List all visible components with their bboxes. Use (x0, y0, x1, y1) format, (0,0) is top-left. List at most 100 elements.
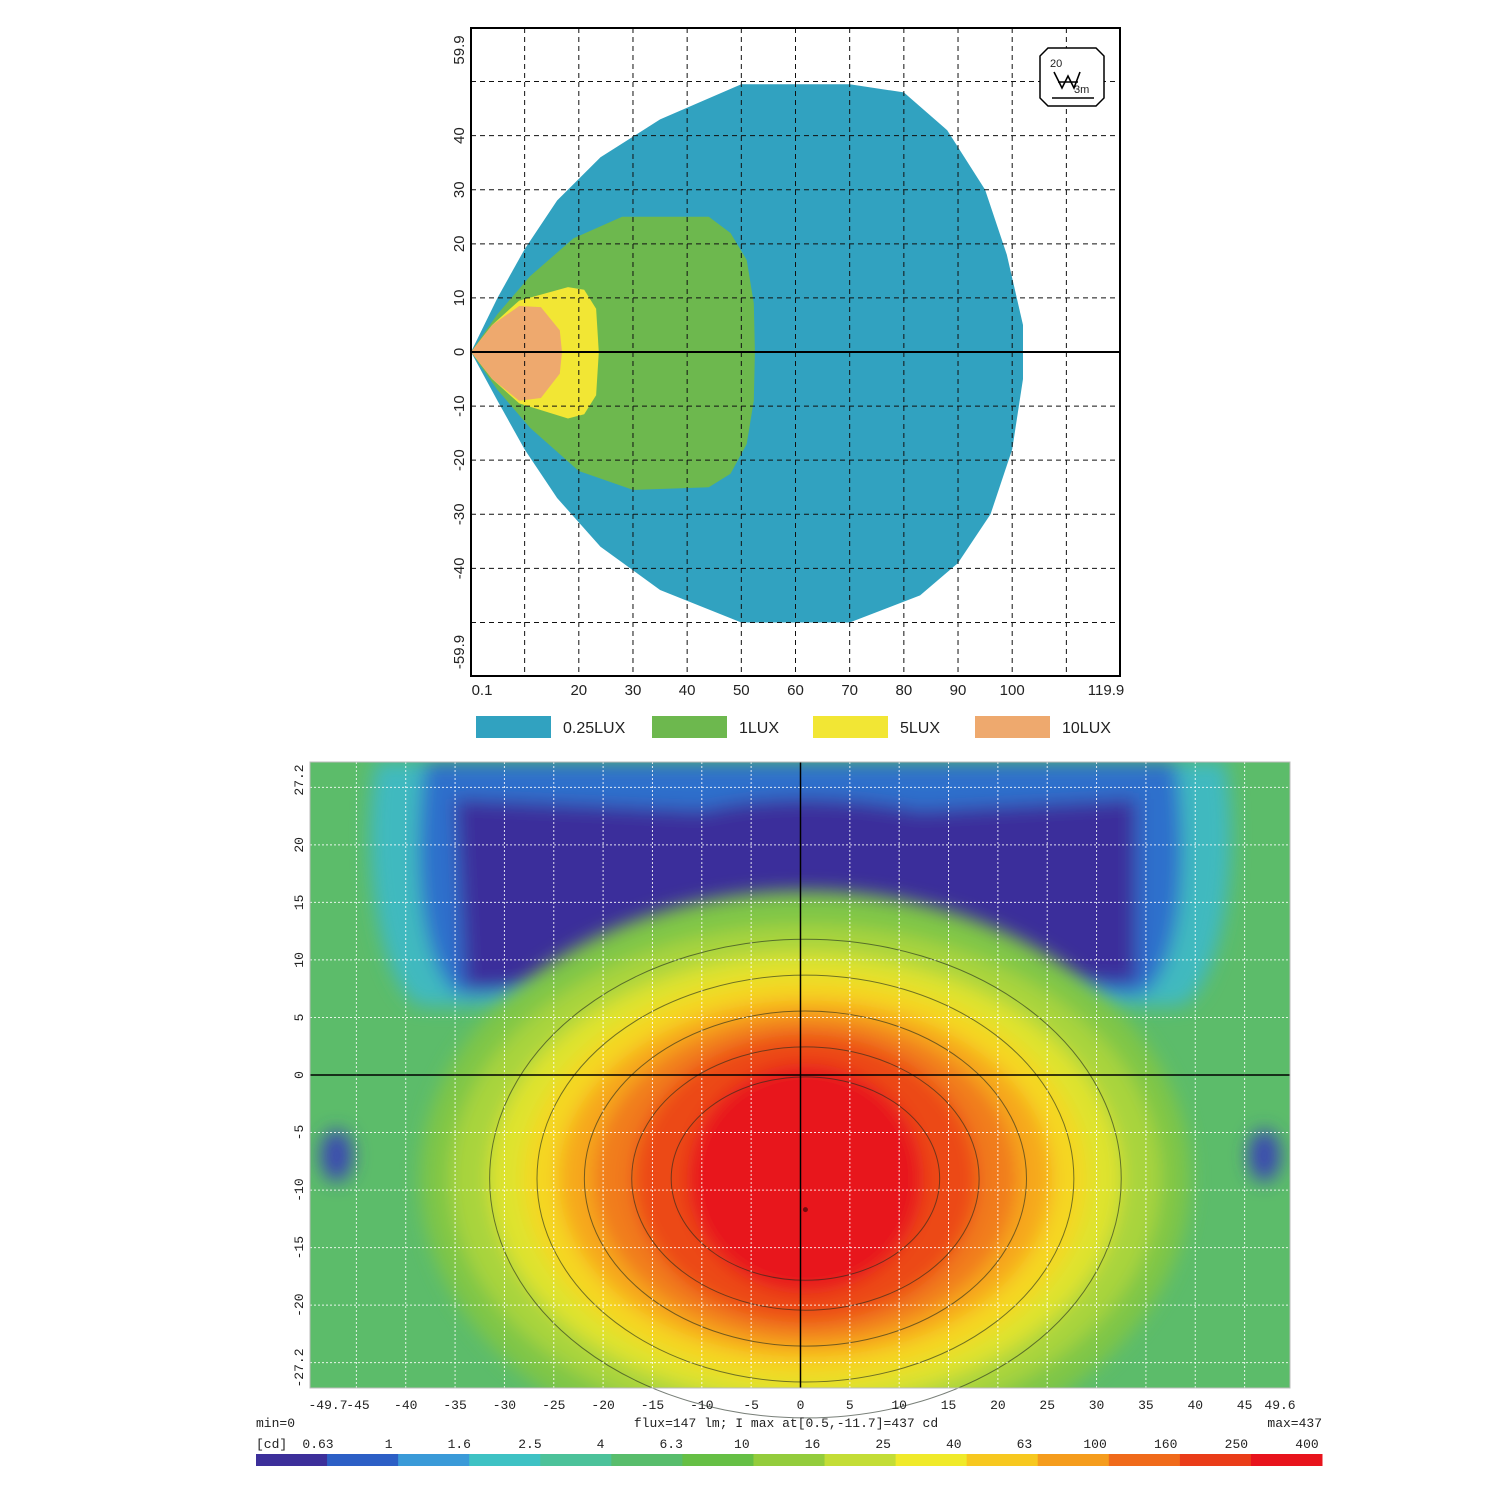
x-tick-label: 20 (990, 1398, 1006, 1413)
y-tick-label: -15 (292, 1236, 307, 1259)
x-tick-label: 119.9 (1088, 682, 1124, 699)
x-tick-label: 0 (797, 1398, 805, 1413)
y-tick-label: -20 (292, 1293, 307, 1316)
heatmap-lobe-layer (686, 1063, 924, 1294)
legend-label: 10LUX (1062, 720, 1111, 737)
scale-tick-label: 40 (946, 1437, 962, 1452)
peak-marker (802, 1207, 808, 1213)
x-tick-label: 100 (1000, 682, 1025, 699)
scale-color-segment (611, 1454, 683, 1466)
y-tick-label: 20 (451, 235, 468, 252)
y-tick-label: 5 (292, 1014, 307, 1022)
x-tick-label: -10 (690, 1398, 713, 1413)
contour-line (631, 1046, 980, 1311)
scale-color-segment (682, 1454, 754, 1466)
scale-color-segment (256, 1454, 328, 1466)
x-tick-label: 30 (625, 682, 642, 699)
y-tick-label: -27.2 (292, 1348, 307, 1387)
scale-tick-label: 100 (1083, 1437, 1106, 1452)
x-tick-label: -25 (542, 1398, 565, 1413)
legend-label: 5LUX (900, 720, 940, 737)
x-tick-label: 10 (891, 1398, 907, 1413)
scale-tick-label: 1.6 (448, 1437, 471, 1452)
scale-color-segment (824, 1454, 897, 1466)
contour-line (489, 938, 1122, 1419)
y-tick-label: -10 (292, 1178, 307, 1201)
y-tick-label: 30 (451, 181, 468, 198)
scale-tick-label: 400 (1295, 1437, 1318, 1452)
scale-tick-label: 2.5 (518, 1437, 541, 1452)
scale-color-segment (966, 1454, 1039, 1466)
scale-tick-label: 1 (385, 1437, 393, 1452)
flux-info-label: flux=147 lm; I max at[0.5,-11.7]=437 cd (634, 1416, 938, 1431)
max-value-label: max=437 (1267, 1416, 1322, 1431)
legend-swatch (652, 716, 727, 738)
scale-tick-label: 16 (805, 1437, 821, 1452)
x-tick-label: -40 (394, 1398, 417, 1413)
x-tick-label: 35 (1138, 1398, 1154, 1413)
x-tick-label: 30 (1089, 1398, 1105, 1413)
y-tick-label: -40 (451, 558, 468, 580)
scale-unit-label: [cd] (256, 1437, 287, 1452)
lux-badge-side-text: 3m (1074, 84, 1089, 96)
scale-tick-label: 160 (1154, 1437, 1177, 1452)
y-tick-label: 15 (292, 895, 307, 911)
y-tick-label: 10 (292, 952, 307, 968)
scale-tick-label: 4 (597, 1437, 605, 1452)
isolux-chart: 0.1 20 30 40 50 60 70 80 90 100 119.959.9403020100… (451, 27, 1124, 738)
contour-line (536, 974, 1075, 1383)
x-tick-label: 40 (679, 682, 696, 699)
x-tick-label: 40 (1187, 1398, 1203, 1413)
x-tick-label: 70 (841, 682, 858, 699)
x-tick-label: 20 (570, 682, 587, 699)
x-tick-label: 90 (950, 682, 967, 699)
y-tick-label: -30 (451, 503, 468, 525)
x-tick-label: 50 (733, 682, 750, 699)
scale-color-segment (469, 1454, 541, 1466)
scale-color-segment (1037, 1454, 1110, 1466)
y-tick-label: -10 (451, 395, 468, 417)
scale-tick-label: 25 (875, 1437, 891, 1452)
contour-line (670, 1076, 941, 1281)
scale-color-segment (327, 1454, 399, 1466)
x-tick-label: -5 (743, 1398, 759, 1413)
lux-badge-frame (1039, 47, 1105, 107)
scale-tick-label: 10 (734, 1437, 750, 1452)
scale-color-segment (1250, 1454, 1323, 1466)
x-tick-label: -20 (591, 1398, 614, 1413)
x-tick-label: 80 (896, 682, 913, 699)
x-tick-label: 49.6 (1264, 1398, 1295, 1413)
heatmap-side-spot-left (320, 1129, 353, 1182)
scale-tick-label: 0.63 (302, 1437, 333, 1452)
legend-swatch (813, 716, 888, 738)
lux-badge-glyph-icon (1053, 71, 1081, 90)
x-tick-label: -49.7 (308, 1398, 347, 1413)
y-tick-label: 0 (292, 1071, 307, 1079)
lux-badge-top-text: 20 (1050, 58, 1062, 70)
legend-label: 0.25LUX (563, 720, 626, 737)
scale-color-segment (753, 1454, 826, 1466)
scale-color-segment (1108, 1454, 1181, 1466)
heatmap-side-spot-right (1248, 1129, 1281, 1182)
y-tick-label: 40 (451, 127, 468, 144)
x-tick-label: 45 (1237, 1398, 1253, 1413)
scale-tick-label: 63 (1017, 1437, 1033, 1452)
scale-color-segment (540, 1454, 612, 1466)
x-tick-label: -35 (443, 1398, 466, 1413)
x-tick-label: 5 (846, 1398, 854, 1413)
y-tick-label: 0 (451, 348, 468, 356)
legend-label: 1LUX (739, 720, 779, 737)
min-value-label: min=0 (256, 1416, 295, 1431)
isolux-region-1lux (471, 216, 755, 490)
plot-frame (309, 761, 1291, 1389)
x-tick-label: 60 (787, 682, 804, 699)
scale-color-segment (1179, 1454, 1252, 1466)
scale-color-segment (398, 1454, 470, 1466)
x-tick-label: -45 (346, 1398, 369, 1413)
y-tick-label: 10 (451, 290, 468, 307)
legend-swatch (476, 716, 551, 738)
contour-line (583, 1010, 1027, 1347)
y-tick-label: 20 (292, 837, 307, 853)
scale-tick-label: 6.3 (660, 1437, 683, 1452)
